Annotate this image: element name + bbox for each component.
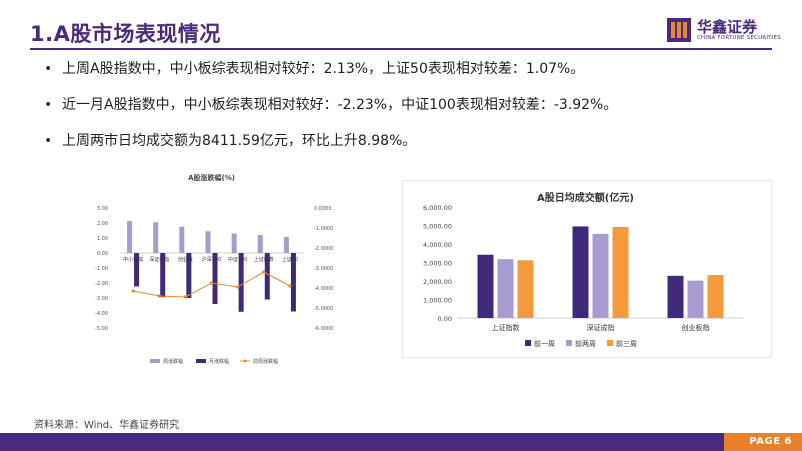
bar-monthly-change [290, 253, 296, 312]
y-right-tick-label: -4.0000 [314, 286, 333, 292]
x-category-label: 上证指数 [492, 323, 520, 332]
y-right-tick-label: -3.0000 [314, 266, 333, 272]
chart-stock-change-svg: A股涨跌幅(%) 3.00 2.00 1.00 0.00 -1.00 -2.00 -3.00 -… [95, 173, 333, 365]
bar-weekly-change [283, 236, 289, 253]
x-category-label: 中小板综 [123, 256, 143, 263]
bar-weekly-change [205, 231, 211, 253]
bar-turnover [687, 280, 704, 318]
bar-turnover [612, 226, 629, 318]
y-tick-label: 0.00 [438, 315, 452, 323]
y-left-tick-label: -5.00 [95, 326, 108, 332]
logo-icon [667, 18, 691, 42]
y-right-tick-label: -1.0000 [314, 226, 333, 232]
bullet-item: 上周两市日均成交额为8411.59亿元，环比上升8.98%。 [44, 129, 784, 165]
bar-weekly-change [179, 226, 185, 253]
y-left-tick-label: -3.00 [95, 296, 108, 302]
x-category-label: 沪深300 [202, 256, 222, 263]
legend-label: 前周涨跌幅 [253, 358, 278, 365]
legend-swatch [525, 340, 531, 346]
chart-title: A股日均成交额(亿元) [537, 191, 634, 204]
bar-turnover [707, 275, 724, 318]
y-left-tick-label: -1.00 [95, 266, 108, 272]
x-category-label: 上证50 [282, 256, 298, 263]
legend-swatch [566, 340, 572, 346]
y-right-tick-label: -6.0000 [314, 326, 333, 332]
bar-turnover [497, 259, 514, 318]
company-logo: 华鑫证券 CHINA FORTUNE SECURITIES [667, 16, 781, 44]
bar-turnover [592, 233, 609, 318]
y-tick-label: 4,000.00 [423, 241, 452, 249]
footer-bar [0, 433, 802, 451]
page-tab [724, 433, 802, 451]
x-category-label: 创业板 [178, 256, 193, 263]
title-divider [30, 48, 772, 50]
source-note: 资料来源：Wind、华鑫证券研究 [34, 420, 180, 431]
logo-subtitle: CHINA FORTUNE SECURITIES [697, 35, 781, 41]
line-point-prev-week [183, 295, 187, 299]
chart-daily-turnover: A股日均成交额(亿元) 6,000.00 5,000.00 4,000.00 3,000… [402, 180, 772, 358]
line-point-prev-week [262, 270, 266, 274]
legend-swatch-dot [243, 359, 247, 363]
legend-label: 前两周 [575, 339, 596, 348]
bar-monthly-change [212, 253, 218, 304]
y-tick-label: 2,000.00 [423, 278, 452, 286]
y-right-tick-label: 0.0000 [314, 206, 332, 212]
bar-weekly-change [231, 233, 237, 253]
bar-monthly-change [160, 253, 166, 298]
bullet-item: 上周A股指数中，中小板综表现相对较好：2.13%，上证50表现相对较差：1.07… [44, 57, 784, 93]
bar-turnover [477, 254, 494, 318]
line-point-prev-week [209, 281, 214, 285]
y-left-tick-label: 1.00 [97, 236, 108, 242]
bullet-list: 上周A股指数中，中小板综表现相对较好：2.13%，上证50表现相对较差：1.07… [44, 57, 784, 165]
page-number: PAGE 6 [749, 436, 792, 447]
chart-daily-turnover-svg: A股日均成交额(亿元) 6,000.00 5,000.00 4,000.00 3,000… [423, 191, 743, 348]
bar-weekly-change [153, 222, 159, 253]
line-point-prev-week [157, 294, 161, 298]
y-tick-label: 6,000.00 [423, 204, 452, 212]
bar-turnover [572, 226, 589, 318]
legend-label: 周涨跌幅 [163, 358, 183, 365]
legend-swatch [196, 359, 206, 363]
legend-label: 月涨跌幅 [209, 358, 229, 365]
bar-monthly-change [134, 253, 140, 287]
bullet-item: 近一月A股指数中，中小板综表现相对较好：-2.23%，中证100表现相对较差：-… [44, 93, 784, 129]
x-category-label: 上证指数 [254, 256, 274, 263]
y-right-tick-label: -5.0000 [314, 306, 333, 312]
legend-label: 前一周 [534, 339, 555, 348]
y-tick-label: 5,000.00 [423, 223, 452, 231]
y-left-tick-label: -4.00 [95, 311, 108, 317]
y-left-tick-label: 3.00 [97, 206, 108, 212]
line-point-prev-week [236, 285, 240, 289]
page-title: 1.A股市场表现情况 [30, 22, 221, 46]
line-point-prev-week [131, 289, 135, 293]
line-point-prev-week [288, 284, 292, 288]
y-tick-label: 1,000.00 [423, 297, 452, 305]
chart-stock-change: A股涨跌幅(%) 3.00 2.00 1.00 0.00 -1.00 -2.00 -3.00 -… [88, 168, 350, 373]
y-left-tick-label: 0.00 [97, 251, 108, 257]
bar-monthly-change [238, 253, 244, 312]
y-left-tick-label: -2.00 [95, 281, 108, 287]
y-tick-label: 3,000.00 [423, 260, 452, 268]
x-category-label: 深证综指 [149, 256, 169, 263]
bar-weekly-change [127, 221, 133, 253]
x-category-label: 中证100 [228, 256, 248, 263]
bar-monthly-change [264, 253, 270, 300]
bar-weekly-change [257, 235, 263, 253]
chart-title: A股涨跌幅(%) [188, 173, 235, 182]
legend-swatch [150, 359, 160, 363]
x-category-label: 创业板指 [682, 323, 710, 332]
bar-turnover [667, 275, 684, 318]
y-left-tick-label: 2.00 [97, 221, 108, 227]
y-right-tick-label: -2.0000 [314, 246, 333, 252]
bar-monthly-change [186, 253, 192, 298]
bar-turnover [517, 260, 534, 318]
x-category-label: 深证成指 [587, 323, 615, 332]
legend-label: 前三周 [616, 339, 637, 348]
logo-name: 华鑫证券 [697, 18, 758, 36]
legend-swatch [607, 340, 613, 346]
